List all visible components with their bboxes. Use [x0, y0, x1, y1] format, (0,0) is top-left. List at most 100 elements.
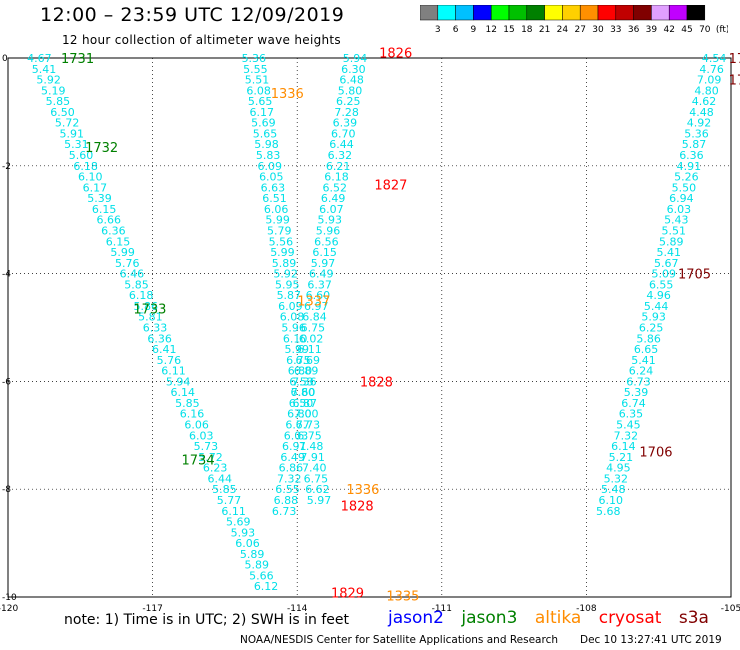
- wave-height-value: 7.00: [294, 408, 319, 421]
- wave-height-value: 5.92: [273, 268, 298, 281]
- wave-height-value: 6.89: [294, 365, 319, 378]
- wave-height-value: 5.76: [157, 354, 182, 367]
- wave-height-value: 7.32: [614, 429, 639, 442]
- wave-height-value: 5.55: [243, 63, 268, 76]
- wave-height-value: 6.75: [304, 472, 329, 485]
- wave-height-value: 5.44: [644, 300, 669, 313]
- wave-height-value: 5.85: [46, 95, 71, 108]
- legend-label: (ft): [716, 25, 728, 35]
- wave-height-value: 5.51: [662, 224, 687, 237]
- wave-height-value: 5.99: [265, 214, 290, 227]
- wave-height-value: 6.24: [629, 365, 654, 378]
- wave-height-value: 6.03: [667, 203, 692, 216]
- wave-height-value: 6.75: [301, 322, 326, 335]
- wave-height-value: 6.32: [328, 149, 353, 162]
- credit-timestamp: Dec 10 13:27:41 UTC 2019: [580, 634, 722, 646]
- wave-height-value: 6.03: [189, 429, 214, 442]
- wave-height-value: 5.41: [657, 246, 682, 259]
- wave-height-value: 7.09: [697, 74, 722, 87]
- wave-height-value: 7.48: [299, 440, 324, 453]
- pass-time-label: 1336: [346, 483, 379, 498]
- pass-time-label: 1733: [133, 303, 166, 318]
- wave-height-value: 4.91: [677, 160, 702, 173]
- pass-time-label: 1732: [85, 141, 118, 156]
- wave-height-value: 6.41: [152, 343, 177, 356]
- wave-height-value: 6.39: [333, 117, 358, 130]
- wave-height-value: 5.60: [69, 149, 94, 162]
- pass-time-label: 1705: [678, 268, 711, 283]
- longitude-tick-label: -117: [142, 604, 162, 614]
- wave-height-value: 5.73: [194, 440, 219, 453]
- legend-label: 15: [503, 25, 514, 35]
- units-note: note: 1) Time is in UTC; 2) SWH is in fe…: [64, 612, 350, 628]
- mission-altika: altika: [534, 608, 582, 628]
- wave-height-value: 6.46: [120, 268, 145, 281]
- wave-height-value: 6.70: [331, 127, 356, 140]
- wave-height-value: 5.96: [281, 322, 306, 335]
- wave-height-value: 6.02: [299, 332, 324, 345]
- wave-height-value: 6.06: [235, 537, 260, 550]
- wave-height-value: 6.14: [171, 386, 196, 399]
- wave-height-value: 6.11: [161, 365, 186, 378]
- wave-height-value: 6.49: [280, 451, 305, 464]
- wave-height-value: 6.86: [279, 462, 304, 475]
- pass-time-label: 1336: [271, 87, 304, 102]
- wave-height-value: 5.72: [198, 451, 223, 464]
- wave-height-value: 5.50: [672, 181, 697, 194]
- wave-height-value: 6.91: [282, 440, 307, 453]
- map-frame: [7, 57, 732, 598]
- wave-height-value: 6.21: [326, 160, 351, 173]
- legend-label: 21: [539, 25, 550, 35]
- wave-height-value: 5.43: [664, 214, 689, 227]
- wave-height-value: 5.69: [226, 516, 251, 529]
- wave-height-value: 7.32: [277, 472, 302, 485]
- wave-height-value: 6.77: [285, 419, 310, 432]
- wave-height-value: 6.15: [312, 246, 337, 259]
- latitude-tick-label: -6: [2, 377, 11, 387]
- wave-height-value: 6.97: [304, 300, 329, 313]
- latitude-tick-label: -10: [2, 593, 17, 603]
- wave-height-value: 6.55: [649, 278, 674, 291]
- wave-height-value: 6.52: [323, 181, 348, 194]
- wave-height-value: 5.68: [596, 505, 621, 518]
- legend-label: 27: [574, 25, 585, 35]
- wave-height-value: 5.99: [270, 246, 295, 259]
- wave-height-value: 6.36: [679, 149, 704, 162]
- wave-height-value: 6.36: [101, 224, 126, 237]
- wave-height-value: 5.95: [275, 278, 300, 291]
- wave-height-value: 5.89: [245, 559, 270, 572]
- wave-height-value: 6.37: [307, 278, 332, 291]
- legend-label: 6: [453, 25, 459, 35]
- wave-height-value: 6.73: [272, 505, 297, 518]
- wave-height-value: 5.96: [316, 224, 341, 237]
- wave-height-value: 5.31: [64, 138, 89, 151]
- wave-height-value: 6.03: [284, 429, 309, 442]
- pass-time-label: 1829: [331, 587, 364, 602]
- wave-height-value: 5.45: [616, 419, 641, 432]
- wave-height-value: 7.60: [291, 386, 316, 399]
- wave-height-value: 5.93: [231, 526, 256, 539]
- legend-label: 30: [592, 25, 604, 35]
- pass-time-label: 170: [729, 74, 740, 89]
- wave-height-value: 5.89: [659, 235, 684, 248]
- wave-height-value: 6.73: [296, 419, 321, 432]
- longitude-tick-label: -108: [576, 604, 597, 614]
- legend-label: 33: [610, 25, 621, 35]
- wave-height-value: 6.30: [341, 63, 366, 76]
- wave-height-value: 6.06: [264, 203, 289, 216]
- wave-height-value: 6.11: [297, 343, 322, 356]
- wave-height-value: 5.76: [115, 257, 140, 270]
- wave-height-value: 6.17: [250, 106, 275, 119]
- longitude-tick-label: -105: [721, 604, 740, 614]
- credit-line: NOAA/NESDIS Center for Satellite Applica…: [240, 634, 558, 646]
- wave-height-value: 5.98: [254, 138, 279, 151]
- wave-height-value: 6.55: [275, 483, 300, 496]
- wave-height-value: 4.76: [699, 63, 724, 76]
- wave-height-value: 5.32: [604, 472, 629, 485]
- wave-height-value: 6.44: [208, 472, 233, 485]
- mission-legend: jason2 jason3 altika cryosat s3a: [388, 608, 721, 628]
- wave-height-value: 6.25: [639, 322, 664, 335]
- longitude-tick-label: -114: [287, 604, 308, 614]
- wave-height-value: 5.21: [609, 451, 634, 464]
- wave-height-value: 6.69: [296, 354, 321, 367]
